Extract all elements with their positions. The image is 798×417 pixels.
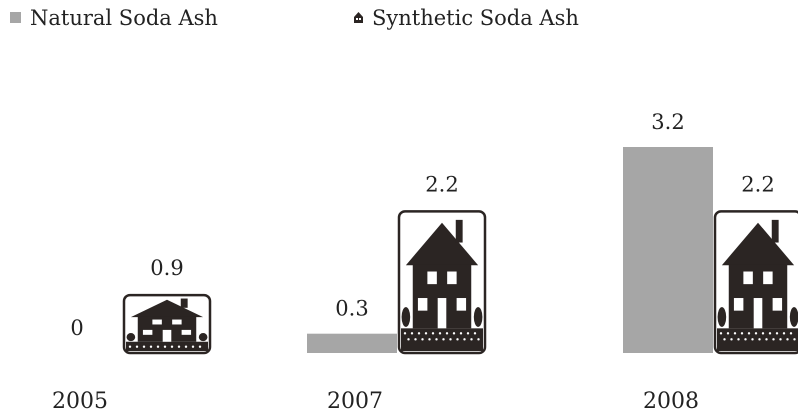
bar-natural-2008 bbox=[623, 147, 713, 353]
x-tick-label-2008: 2008 bbox=[643, 389, 699, 414]
data-label-synthetic-2008: 2.2 bbox=[741, 172, 774, 196]
x-tick-label-2007: 2007 bbox=[327, 389, 383, 414]
data-label-natural-2008: 3.2 bbox=[651, 110, 684, 134]
bar-natural-2007 bbox=[307, 333, 397, 353]
bar-synthetic-2005-house-icon bbox=[122, 293, 212, 355]
data-label-synthetic-2007: 2.2 bbox=[425, 172, 458, 196]
legend-label-synthetic: Synthetic Soda Ash bbox=[372, 6, 579, 30]
legend-label-natural: Natural Soda Ash bbox=[30, 6, 218, 30]
data-label-natural-2007: 0.3 bbox=[335, 297, 368, 321]
x-tick-label-2005: 2005 bbox=[52, 389, 108, 414]
data-label-natural-2005: 0 bbox=[70, 316, 83, 340]
data-label-synthetic-2005: 0.9 bbox=[150, 256, 183, 280]
bar-synthetic-2007-house-icon bbox=[397, 210, 487, 355]
legend: Natural Soda Ash Synthetic Soda Ash bbox=[10, 6, 579, 30]
plot-area: 0 0.9 2005 0.3 2.2 2007 3.2 2.2 2008 bbox=[52, 110, 798, 414]
legend-swatch-natural bbox=[10, 12, 21, 23]
bar-synthetic-2008-house-icon bbox=[713, 210, 798, 355]
legend-swatch-synthetic-icon bbox=[354, 12, 363, 23]
